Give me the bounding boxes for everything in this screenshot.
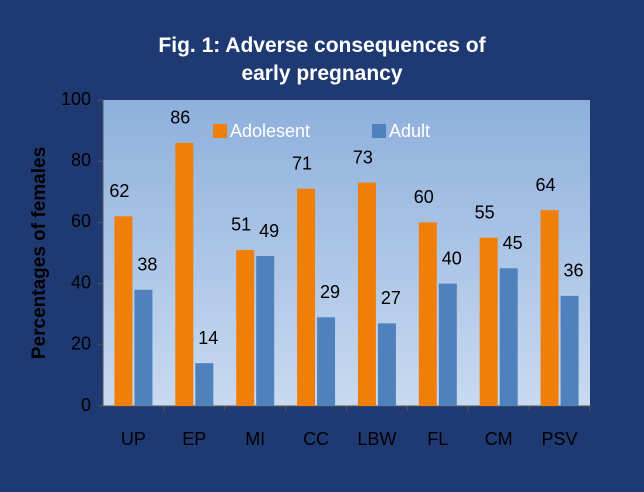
data-label: 14 — [198, 328, 218, 348]
data-label: 38 — [137, 254, 157, 274]
bar — [418, 222, 437, 406]
data-label: 55 — [475, 202, 495, 222]
data-label: 49 — [259, 221, 279, 241]
x-tick-label: FL — [427, 429, 448, 449]
data-label: 60 — [414, 187, 434, 207]
y-tick-label: 60 — [71, 211, 91, 231]
y-tick-label: 20 — [71, 334, 91, 354]
bar — [377, 323, 396, 406]
legend-swatch — [213, 124, 227, 138]
legend-label: Adult — [389, 121, 430, 141]
bar — [438, 283, 457, 406]
x-tick-label: CM — [485, 429, 513, 449]
x-tick-label: MI — [245, 429, 265, 449]
y-axis-label: Percentages of females — [29, 147, 50, 359]
x-tick-label: LBW — [357, 429, 396, 449]
bar — [114, 216, 133, 406]
x-tick-label: EP — [182, 429, 206, 449]
data-label: 40 — [442, 248, 462, 268]
data-label: 71 — [292, 153, 312, 173]
legend-label: Adolesent — [230, 121, 310, 141]
bar — [540, 210, 559, 406]
y-tick-label: 40 — [71, 272, 91, 292]
data-label: 86 — [170, 108, 190, 128]
x-tick-label: UP — [121, 429, 146, 449]
bar — [479, 237, 498, 406]
data-label: 73 — [353, 147, 373, 167]
x-tick-label: CC — [303, 429, 329, 449]
bar — [297, 188, 316, 406]
bar — [195, 363, 214, 406]
bar — [175, 142, 194, 406]
data-label: 62 — [109, 181, 129, 201]
x-tick-label: PSV — [542, 429, 578, 449]
bar — [560, 295, 579, 406]
data-label: 45 — [503, 233, 523, 253]
chart-title: Fig. 1: Adverse consequences of early pre… — [158, 34, 486, 85]
bar — [317, 317, 336, 406]
data-label: 27 — [381, 288, 401, 308]
y-tick-label: 80 — [71, 150, 91, 170]
bar — [134, 289, 153, 406]
bar — [357, 182, 376, 406]
legend-swatch — [372, 124, 386, 138]
data-label: 36 — [564, 261, 584, 281]
data-label: 29 — [320, 282, 340, 302]
bar — [236, 249, 255, 406]
data-label: 51 — [231, 215, 251, 235]
y-tick-label: 100 — [61, 89, 91, 109]
bar — [256, 256, 275, 406]
data-label: 64 — [536, 175, 556, 195]
y-tick-label: 0 — [81, 395, 91, 415]
bar — [499, 268, 518, 406]
